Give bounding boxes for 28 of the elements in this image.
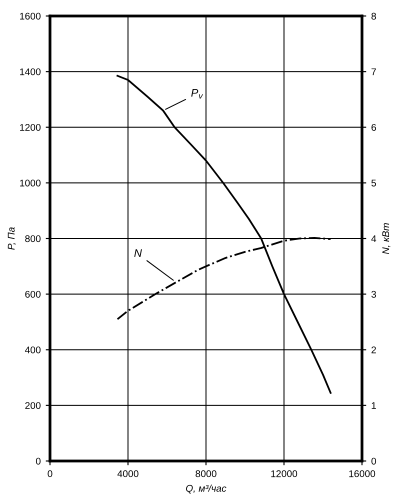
x-tick-label: 0 bbox=[48, 470, 52, 478]
y2-tick-label: 3 bbox=[371, 290, 376, 298]
y2-tick-label: 4 bbox=[371, 235, 376, 242]
y2-axis-title: N, кВт bbox=[382, 223, 390, 254]
y-tick-label: 800 bbox=[25, 235, 41, 242]
y-tick-label: 200 bbox=[25, 402, 41, 409]
x-axis-title: Q, м³/час bbox=[186, 484, 226, 494]
y2-tick-label: 2 bbox=[372, 346, 376, 354]
y-tick-label: 400 bbox=[24, 346, 41, 354]
y2-tick-label: 8 bbox=[371, 12, 376, 20]
y2-tick-label: 1 bbox=[372, 402, 376, 409]
x-tick-label: 12000 bbox=[271, 470, 298, 478]
y-tick-label: 0 bbox=[36, 458, 41, 465]
y2-tick-label: 0 bbox=[371, 458, 376, 465]
y-tick-label: 1000 bbox=[20, 180, 41, 186]
x-tick-label: 16000 bbox=[349, 470, 376, 478]
y2-tick-label: 6 bbox=[372, 124, 376, 131]
y2-tick-label: 5 bbox=[371, 180, 376, 186]
y-tick-label: 1600 bbox=[20, 12, 41, 20]
annotation: N bbox=[134, 249, 142, 257]
y-tick-label: 1400 bbox=[20, 68, 41, 76]
y-axis-title: P, Па bbox=[8, 227, 16, 250]
y-tick-label: 1200 bbox=[20, 124, 41, 131]
y2-tick-label: 7 bbox=[372, 68, 376, 76]
annotation: P$_{v}$ bbox=[191, 89, 204, 98]
x-tick-label: 8000 bbox=[196, 470, 216, 478]
y-tick-label: 600 bbox=[25, 290, 41, 298]
x-tick-label: 4000 bbox=[117, 470, 138, 478]
